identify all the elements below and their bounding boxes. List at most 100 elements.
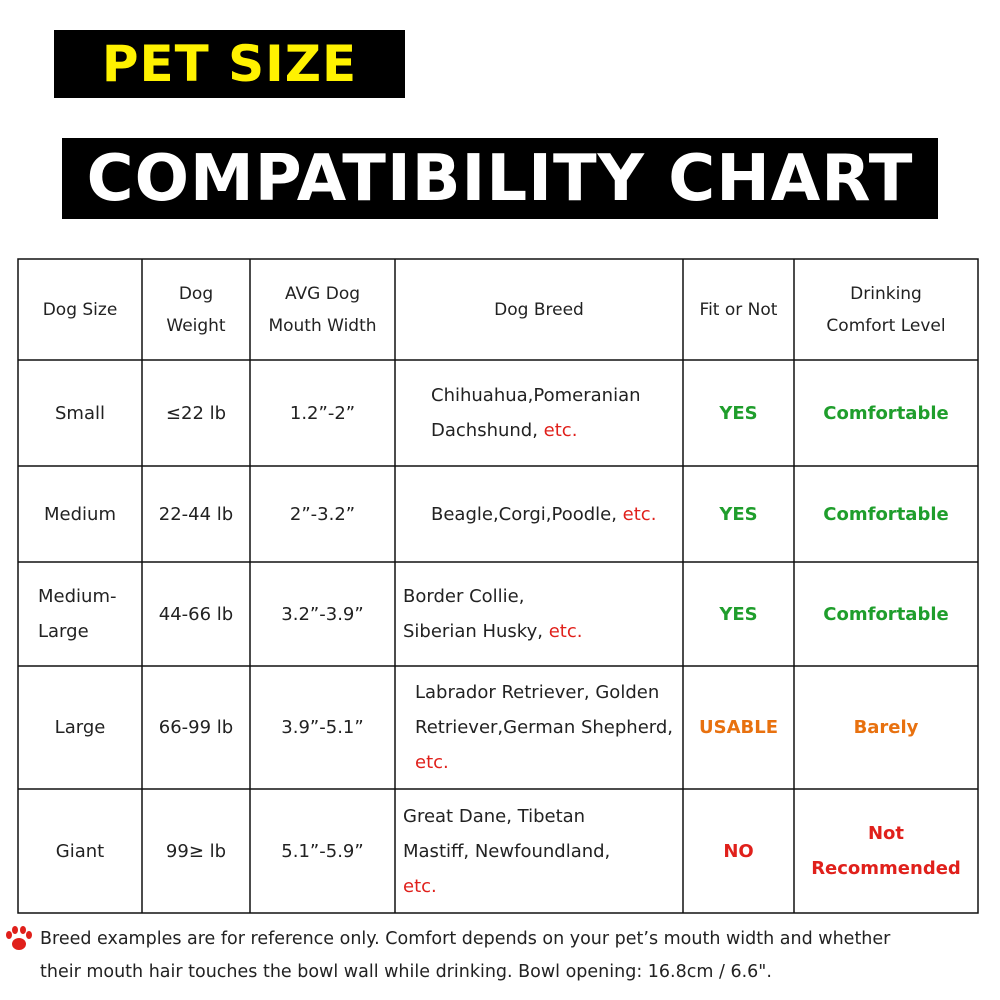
- line: Comfortable: [823, 396, 948, 431]
- table-cell: Great Dane, Tibetan Mastiff, Newfoundland…: [395, 789, 683, 913]
- table-cell: Medium: [18, 466, 142, 562]
- table-cell: Barely: [794, 666, 978, 789]
- column-header: Fit or Not: [699, 299, 778, 320]
- column-header: Dog Size: [42, 299, 118, 320]
- table-cell: Dog Size: [18, 259, 142, 360]
- table-cell: Small: [18, 360, 142, 466]
- line: YES: [719, 597, 757, 632]
- fit-status: NO: [723, 840, 754, 862]
- breed-text: Great Dane, Tibetan: [403, 805, 586, 827]
- table-cell: Beagle,Corgi,Poodle, etc.: [395, 466, 683, 562]
- footnote: Breed examples are for reference only. C…: [40, 929, 891, 949]
- line: NO: [723, 834, 753, 869]
- comfort-level: Not: [867, 823, 905, 844]
- line: Comfortable: [823, 497, 948, 532]
- table-cell: Large: [18, 666, 142, 789]
- table-cell: YES: [683, 562, 794, 666]
- header-line: AVG Dog: [285, 278, 360, 310]
- table-cell: 1.2”-2”: [250, 360, 395, 466]
- breed-line: etc.: [403, 869, 437, 904]
- header-line: Weight: [166, 310, 225, 342]
- size-line: Large: [55, 710, 106, 745]
- line: Comfortable: [823, 597, 948, 632]
- table-cell: Giant: [18, 789, 142, 913]
- comfort-level: Barely: [853, 717, 919, 738]
- table-cell: Labrador Retriever, Golden Retriever,Germ…: [395, 666, 683, 789]
- breed-line: etc.: [415, 745, 449, 780]
- table-cell: Fit or Not: [683, 259, 794, 360]
- line: ≤22 lb: [166, 396, 226, 431]
- breed-text: Siberian Husky,: [403, 621, 549, 642]
- dog-size: Large: [54, 717, 106, 738]
- header-line: Dog: [179, 278, 213, 310]
- column-header: AVG Dog: [284, 283, 361, 304]
- breed-text: Labrador Retriever, Golden: [415, 682, 660, 703]
- table-cell: 22-44 lb: [142, 466, 250, 562]
- column-header: Comfort Level: [826, 315, 946, 336]
- mouth-width: 3.2”-3.9”: [281, 603, 364, 625]
- table-cell: 5.1”-5.9”: [250, 789, 395, 913]
- table-cell: ≤22 lb: [142, 360, 250, 466]
- comfort-level: Recommended: [811, 858, 961, 879]
- breed-line: Border Collie,: [403, 579, 524, 614]
- line: 1.2”-2”: [290, 396, 355, 431]
- paw-icon: [6, 926, 32, 950]
- size-line: Giant: [56, 834, 104, 869]
- table-cell: Comfortable: [794, 466, 978, 562]
- breed-text: etc.: [548, 621, 583, 642]
- subtitle: COMPATIBILITY CHART: [86, 141, 914, 216]
- breed-text: Dachshund,: [431, 420, 544, 441]
- breed-text: Retriever,German Shepherd,: [415, 717, 674, 738]
- breed-text: Mastiff, Newfoundland,: [403, 840, 611, 862]
- breed-line: Retriever,German Shepherd,: [415, 710, 673, 745]
- breed-line: Beagle,Corgi,Poodle, etc.: [431, 497, 656, 532]
- comfort-level: Comfortable: [823, 402, 949, 424]
- table-cell: Comfortable: [794, 562, 978, 666]
- line: 22-44 lb: [159, 497, 233, 532]
- dog-weight: ≤22 lb: [165, 402, 227, 424]
- title-box: PET SIZE: [54, 30, 405, 98]
- table-cell: Medium- Large: [18, 562, 142, 666]
- breed-text: etc.: [543, 420, 578, 441]
- table-cell: 44-66 lb: [142, 562, 250, 666]
- line: 3.2”-3.9”: [281, 597, 363, 632]
- dog-weight: 22-44 lb: [158, 503, 234, 525]
- header-line: Mouth Width: [268, 310, 376, 342]
- mouth-width: 3.9”-5.1”: [281, 717, 364, 738]
- column-header: Mouth Width: [268, 315, 377, 336]
- line: YES: [719, 497, 757, 532]
- header-line: Fit or Not: [700, 294, 778, 326]
- table-cell: 2”-3.2”: [250, 466, 395, 562]
- comfort-level: Comfortable: [823, 503, 949, 525]
- table-cell: 99≥ lb: [142, 789, 250, 913]
- line: YES: [719, 396, 757, 431]
- header-line: Dog Size: [43, 294, 118, 326]
- title-box: COMPATIBILITY CHART: [62, 138, 938, 219]
- table-cell: YES: [683, 466, 794, 562]
- line: 3.9”-5.1”: [281, 710, 363, 745]
- header-line: Comfort Level: [826, 310, 945, 342]
- fit-status: YES: [719, 503, 758, 525]
- table-cell: 66-99 lb: [142, 666, 250, 789]
- breed-line: Great Dane, Tibetan: [403, 799, 585, 834]
- line: Not: [868, 816, 904, 851]
- dog-weight: 66-99 lb: [158, 717, 234, 738]
- header-line: Dog Breed: [494, 294, 584, 326]
- table-cell: NO: [683, 789, 794, 913]
- table-cell: AVG Dog Mouth Width: [250, 259, 395, 360]
- line: Recommended: [811, 851, 961, 886]
- column-header: Weight: [166, 315, 226, 336]
- size-line: Medium: [44, 497, 116, 532]
- dog-size: Small: [55, 402, 105, 424]
- table-cell: Border Collie, Siberian Husky, etc.: [395, 562, 683, 666]
- size-line: Small: [55, 396, 105, 431]
- breed-text: etc.: [622, 503, 657, 525]
- breed-line: Dachshund, etc.: [431, 413, 577, 448]
- line: 66-99 lb: [159, 710, 233, 745]
- table-cell: Comfortable: [794, 360, 978, 466]
- title: PET SIZE: [101, 35, 358, 93]
- fit-status: USABLE: [699, 717, 778, 738]
- footnote: their mouth hair touches the bowl wall w…: [40, 962, 772, 982]
